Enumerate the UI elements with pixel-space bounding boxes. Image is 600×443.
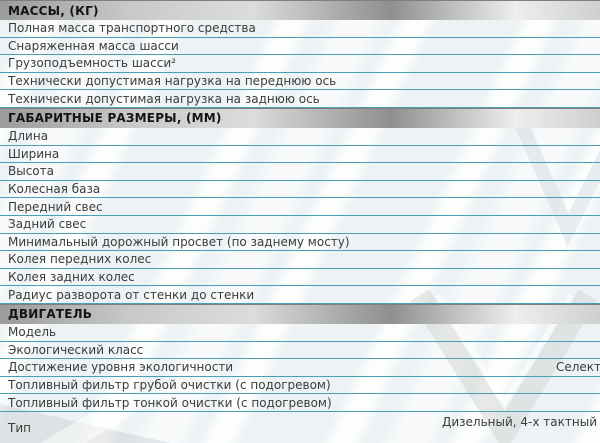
- spec-value: Дизельный, 4-х тактный: [441, 414, 597, 429]
- spec-row: Радиус разворота от стенки до стенки: [0, 286, 600, 304]
- spec-label: Тип: [8, 420, 31, 435]
- spec-row: Модель: [0, 324, 600, 342]
- spec-label: Модель: [8, 325, 57, 340]
- spec-row: Грузоподъемность шасси²: [0, 55, 600, 73]
- spec-label: Технически допустимая нагрузка на передн…: [8, 74, 337, 89]
- spec-row: Топливный фильтр грубой очистки (с подог…: [0, 377, 600, 395]
- spec-row: Колея задних колес: [0, 269, 600, 287]
- spec-label: Высота: [8, 164, 54, 179]
- spec-label: Топливный фильтр тонкой очистки (с подог…: [8, 395, 332, 410]
- spec-label: Снаряженная масса шасси: [8, 38, 179, 53]
- section-header: ГАБАРИТНЫЕ РАЗМЕРЫ, (ММ): [0, 107, 600, 128]
- section-header: ДВИГАТЕЛЬ: [0, 303, 600, 324]
- spec-row: Технически допустимая нагрузка на передн…: [0, 73, 600, 91]
- spec-row: Тип Дизельный, 4-х тактный: [0, 412, 600, 443]
- spec-label: Задний свес: [8, 217, 87, 232]
- spec-row: Достижение уровня экологичности Селект: [0, 359, 600, 377]
- spec-row: Ширина: [0, 146, 600, 164]
- spec-label: Технически допустимая нагрузка на заднюю…: [8, 91, 320, 106]
- spec-label: Колесная база: [8, 182, 101, 197]
- spec-label: Длина: [8, 129, 49, 144]
- spec-label: Передний свес: [8, 199, 103, 214]
- spec-label: Радиус разворота от стенки до стенки: [8, 287, 255, 302]
- spec-row: Передний свес: [0, 198, 600, 216]
- spec-label: Колея передних колес: [8, 252, 152, 267]
- spec-row: Минимальный дорожный просвет (по заднему…: [0, 234, 600, 252]
- spec-label: Ширина: [8, 146, 60, 161]
- spec-row: Полная масса транспортного средства: [0, 20, 600, 38]
- spec-row: Колея передних колес: [0, 251, 600, 269]
- spec-value: Селект: [555, 360, 600, 375]
- spec-row: Снаряженная масса шасси: [0, 38, 600, 56]
- spec-label: Полная масса транспортного средства: [8, 21, 256, 36]
- section-header: МАССЫ, (КГ): [0, 0, 600, 20]
- spec-label: Грузоподъемность шасси²: [8, 56, 176, 71]
- spec-row: Технически допустимая нагрузка на заднюю…: [0, 90, 600, 108]
- spec-label: Колея задних колес: [8, 270, 135, 285]
- spec-row: Топливный фильтр тонкой очистки (с подог…: [0, 394, 600, 412]
- spec-label: Достижение уровня экологичности: [8, 360, 234, 375]
- spec-row: Задний свес: [0, 216, 600, 234]
- spec-row: Длина: [0, 128, 600, 146]
- spec-row: Колесная база: [0, 181, 600, 199]
- spec-row: Экологический класс: [0, 342, 600, 360]
- spec-label: Минимальный дорожный просвет (по заднему…: [8, 234, 350, 249]
- spec-row: Высота: [0, 163, 600, 181]
- spec-label: Экологический класс: [8, 342, 144, 357]
- spec-label: Топливный фильтр грубой очистки (с подог…: [8, 377, 331, 392]
